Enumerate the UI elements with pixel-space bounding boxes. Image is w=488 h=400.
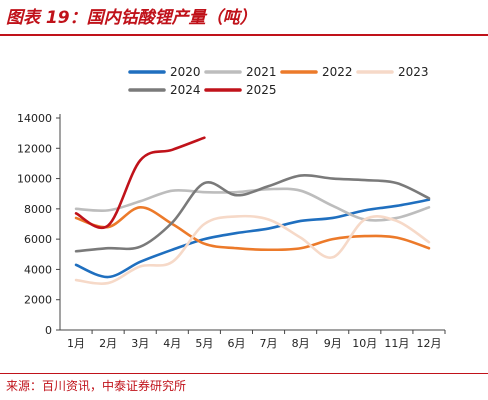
legend-label-2024: 2024 bbox=[170, 83, 201, 97]
source-note: 来源：百川资讯，中泰证券研究所 bbox=[6, 379, 187, 393]
y-tick-label: 8000 bbox=[24, 203, 52, 216]
chart-title: 图表 19：国内钴酸锂产量（吨） bbox=[6, 8, 257, 28]
y-tick-label: 12000 bbox=[17, 142, 52, 155]
y-tick-label: 14000 bbox=[17, 112, 52, 125]
x-tick-label: 2月 bbox=[99, 337, 117, 350]
x-tick-label: 7月 bbox=[260, 337, 278, 350]
x-tick-label: 8月 bbox=[292, 337, 310, 350]
x-tick-label: 10月 bbox=[352, 337, 377, 350]
x-tick-label: 6月 bbox=[227, 337, 245, 350]
series-line-2020 bbox=[74, 198, 431, 279]
series-line-2021 bbox=[74, 187, 431, 222]
line-chart: 2020 2021 2022 2023 2024 2025 0 2000 4000 6000 80… bbox=[17, 65, 446, 350]
y-tick-label: 6000 bbox=[24, 233, 52, 246]
x-tick-label: 1月 bbox=[67, 337, 85, 350]
legend-label-2022: 2022 bbox=[322, 65, 353, 79]
source-divider bbox=[0, 373, 488, 374]
y-tick-label: 0 bbox=[45, 324, 52, 337]
legend-label-2020: 2020 bbox=[170, 65, 201, 79]
x-tick-label: 11月 bbox=[384, 337, 409, 350]
x-tick-label: 3月 bbox=[131, 337, 149, 350]
series-line-2024 bbox=[74, 173, 431, 253]
series-line-2025 bbox=[74, 136, 206, 229]
legend-label-2023: 2023 bbox=[398, 65, 429, 79]
x-tick-label: 4月 bbox=[163, 337, 181, 350]
x-tick-label: 12月 bbox=[416, 337, 441, 350]
title-divider bbox=[0, 34, 488, 36]
y-tick-label: 4000 bbox=[24, 263, 52, 276]
y-tick-label: 2000 bbox=[24, 294, 52, 307]
chart-series-lines bbox=[74, 136, 431, 285]
chart-legend: 2020 2021 2022 2023 2024 2025 bbox=[128, 65, 429, 97]
legend-label-2025: 2025 bbox=[246, 83, 277, 97]
x-tick-label: 5月 bbox=[195, 337, 213, 350]
legend-label-2021: 2021 bbox=[246, 65, 277, 79]
y-tick-label: 10000 bbox=[17, 173, 52, 186]
series-line-2023 bbox=[74, 214, 431, 285]
chart-axes: 0 2000 4000 6000 8000 10000 12000 14000 1月 2月 3月 4月… bbox=[17, 112, 446, 350]
x-tick-label: 9月 bbox=[324, 337, 342, 350]
series-line-2022 bbox=[74, 206, 431, 252]
